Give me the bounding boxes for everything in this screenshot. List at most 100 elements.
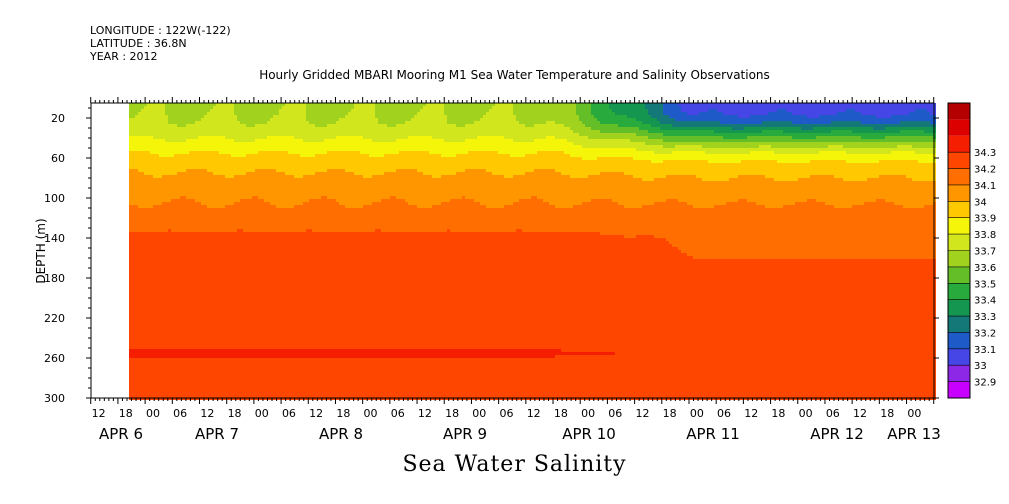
heatmap-cell (144, 352, 147, 355)
heatmap-cell (246, 352, 249, 355)
heatmap-cell (159, 394, 162, 397)
heatmap-cell (204, 247, 207, 250)
heatmap-cell (180, 301, 183, 304)
heatmap-cell (252, 292, 255, 295)
heatmap-cell (252, 238, 255, 241)
heatmap-cell (147, 280, 150, 283)
heatmap-cell (171, 223, 174, 226)
heatmap-cell (222, 271, 225, 274)
heatmap-cell (183, 256, 186, 259)
heatmap-cell (141, 226, 144, 229)
heatmap-cell (279, 124, 282, 127)
heatmap-cell (252, 148, 255, 151)
heatmap-cell (204, 280, 207, 283)
heatmap-cell (207, 361, 210, 364)
heatmap-cell (252, 178, 255, 181)
heatmap-cell (264, 274, 267, 277)
heatmap-cell (165, 205, 168, 208)
heatmap-cell (138, 205, 141, 208)
heatmap-cell (249, 112, 252, 115)
heatmap-cell (249, 220, 252, 223)
heatmap-cell (129, 367, 132, 370)
heatmap-cell (246, 382, 249, 385)
heatmap-cell (264, 190, 267, 193)
heatmap-cell (159, 259, 162, 262)
heatmap-cell (129, 211, 132, 214)
heatmap-cell (180, 112, 183, 115)
heatmap-cell (216, 298, 219, 301)
heatmap-cell (264, 214, 267, 217)
heatmap-cell (279, 199, 282, 202)
heatmap-cell (237, 166, 240, 169)
heatmap-cell (195, 220, 198, 223)
heatmap-cell (225, 385, 228, 388)
heatmap-cell (186, 229, 189, 232)
heatmap-cell (216, 292, 219, 295)
heatmap-cell (132, 313, 135, 316)
heatmap-cell (234, 340, 237, 343)
heatmap-cell (207, 274, 210, 277)
heatmap-cell (150, 346, 153, 349)
heatmap-cell (159, 208, 162, 211)
heatmap-cell (186, 178, 189, 181)
heatmap-cell (228, 250, 231, 253)
heatmap-cell (249, 106, 252, 109)
heatmap-cell (162, 115, 165, 118)
heatmap-cell (240, 346, 243, 349)
heatmap-cell (249, 109, 252, 112)
heatmap-cell (153, 115, 156, 118)
heatmap-cell (228, 178, 231, 181)
heatmap-cell (162, 151, 165, 154)
heatmap-cell (249, 250, 252, 253)
heatmap-cell (267, 328, 270, 331)
heatmap-cell (252, 232, 255, 235)
heatmap-cell (249, 253, 252, 256)
heatmap-cell (270, 265, 273, 268)
heatmap-cell (144, 301, 147, 304)
heatmap-cell (183, 202, 186, 205)
heatmap-cell (195, 169, 198, 172)
heatmap-cell (135, 364, 138, 367)
heatmap-cell (261, 271, 264, 274)
heatmap-cell (249, 304, 252, 307)
heatmap-cell (168, 265, 171, 268)
heatmap-cell (213, 184, 216, 187)
heatmap-cell (222, 229, 225, 232)
heatmap-cell (204, 394, 207, 397)
heatmap-cell (171, 298, 174, 301)
heatmap-cell (141, 205, 144, 208)
heatmap-cell (213, 229, 216, 232)
heatmap-cell (270, 349, 273, 352)
heatmap-cell (141, 223, 144, 226)
heatmap-cell (135, 184, 138, 187)
heatmap-cell (273, 322, 276, 325)
heatmap-cell (162, 172, 165, 175)
heatmap-cell (234, 259, 237, 262)
heatmap-cell (165, 121, 168, 124)
heatmap-cell (162, 301, 165, 304)
heatmap-cell (210, 220, 213, 223)
heatmap-cell (141, 118, 144, 121)
heatmap-cell (234, 109, 237, 112)
heatmap-cell (243, 280, 246, 283)
heatmap-cell (210, 295, 213, 298)
heatmap-cell (261, 199, 264, 202)
heatmap-cell (222, 364, 225, 367)
heatmap-cell (189, 343, 192, 346)
heatmap-cell (165, 124, 168, 127)
heatmap-cell (240, 220, 243, 223)
heatmap-cell (147, 136, 150, 139)
heatmap-cell (168, 190, 171, 193)
heatmap-cell (222, 133, 225, 136)
heatmap-cell (234, 355, 237, 358)
heatmap-cell (135, 343, 138, 346)
heatmap-cell (237, 190, 240, 193)
heatmap-cell (213, 289, 216, 292)
heatmap-cell (165, 118, 168, 121)
heatmap-cell (141, 385, 144, 388)
heatmap-cell (201, 208, 204, 211)
heatmap-cell (267, 355, 270, 358)
heatmap-cell (201, 250, 204, 253)
heatmap-cell (183, 109, 186, 112)
heatmap-cell (165, 289, 168, 292)
